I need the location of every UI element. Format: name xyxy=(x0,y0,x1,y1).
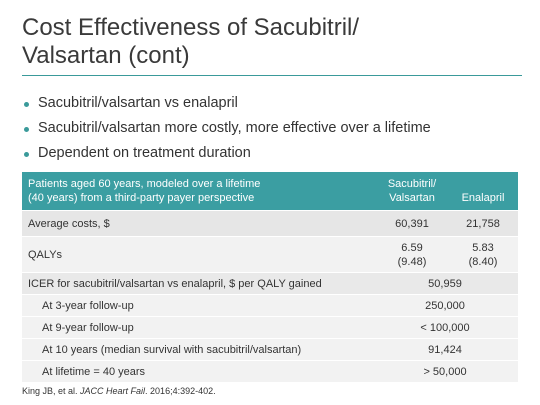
cell-text: 250,000 xyxy=(425,300,465,312)
bullet-dot xyxy=(24,152,29,157)
footnote-journal: JACC Heart Fail xyxy=(80,386,146,396)
cell-text: > 50,000 xyxy=(423,366,467,378)
table-row: At 9-year follow-up < 100,000 xyxy=(22,316,518,338)
bullet-dot xyxy=(24,102,29,107)
table-cell: At 10 years (median survival with sacubi… xyxy=(42,343,382,357)
cell-text: Sacubitril/ xyxy=(387,178,437,190)
table-cell: Enalapril xyxy=(448,191,518,205)
table-cell: 21,758 xyxy=(448,217,518,231)
table-cell: 5.83 (8.40) xyxy=(448,241,518,269)
footnote-text: King JB, et al. xyxy=(22,386,81,396)
table-row: At lifetime = 40 years > 50,000 xyxy=(22,360,518,382)
footnote-text: . 2016;4:392-402. xyxy=(145,386,216,396)
cell-text: ICER for sacubitril/valsartan vs enalapr… xyxy=(28,278,322,290)
table-cell: At lifetime = 40 years xyxy=(42,365,382,379)
cell-text: 91,424 xyxy=(428,344,462,356)
cell-text: Valsartan xyxy=(389,192,435,204)
table-cell: At 9-year follow-up xyxy=(42,321,382,335)
bullet: Dependent on treatment duration xyxy=(38,145,251,161)
bullet: Sacubitril/valsartan more costly, more e… xyxy=(38,120,431,136)
table-cell: 250,000 xyxy=(372,299,518,313)
cell-text: Patients aged 60 years, modeled over a l… xyxy=(28,178,261,190)
cell-text: Average costs, $ xyxy=(28,218,110,230)
table-row: At 10 years (median survival with sacubi… xyxy=(22,338,518,360)
cell-text: At 3-year follow-up xyxy=(42,300,134,312)
cell-text: (40 years) from a third-party payer pers… xyxy=(28,192,255,204)
cell-text: 50,959 xyxy=(428,278,462,290)
table-cell: Sacubitril/Valsartan xyxy=(372,177,452,205)
cell-text: Enalapril xyxy=(461,192,505,204)
table-cell: 60,391 xyxy=(372,217,452,231)
cell-text: At 10 years (median survival with sacubi… xyxy=(42,344,302,356)
cell-text: < 100,000 xyxy=(420,322,470,334)
cell-text: (9.48) xyxy=(397,256,427,268)
bullet-dot xyxy=(24,127,29,132)
cell-text: QALYs xyxy=(28,249,63,261)
table-cell: 50,959 xyxy=(372,277,518,291)
table-cell: 91,424 xyxy=(372,343,518,357)
table-cell: ICER for sacubitril/valsartan vs enalapr… xyxy=(28,277,368,291)
table-cell: > 50,000 xyxy=(372,365,518,379)
table-row: ICER for sacubitril/valsartan vs enalapr… xyxy=(22,272,518,294)
table-cell: < 100,000 xyxy=(372,321,518,335)
table-row: At 3-year follow-up 250,000 xyxy=(22,294,518,316)
table-cell: Patients aged 60 years, modeled over a l… xyxy=(28,177,328,205)
title-line: Cost Effectiveness of Sacubitril/ xyxy=(22,14,360,41)
table-cell: At 3-year follow-up xyxy=(42,299,382,313)
table-cell: QALYs xyxy=(28,248,368,262)
table-row: Average costs, $ 60,391 21,758 xyxy=(22,210,518,236)
table-header: Patients aged 60 years, modeled over a l… xyxy=(22,172,518,210)
cell-text: (8.40) xyxy=(468,256,498,268)
footnote: King JB, et al. JACC Heart Fail. 2016;4:… xyxy=(22,386,216,396)
cell-text: 5.83 xyxy=(472,242,494,254)
cell-text: 60,391 xyxy=(395,218,429,230)
title-line: Valsartan (cont) xyxy=(22,42,190,69)
cell-text: At lifetime = 40 years xyxy=(42,366,146,378)
title-rule xyxy=(22,75,522,76)
bullet: Sacubitril/valsartan vs enalapril xyxy=(38,95,238,111)
table-cell: Average costs, $ xyxy=(28,217,368,231)
cell-text: 6.59 xyxy=(401,242,423,254)
cell-text: 21,758 xyxy=(466,218,500,230)
cell-text: At 9-year follow-up xyxy=(42,322,134,334)
table-cell: 6.59 (9.48) xyxy=(372,241,452,269)
table-row: QALYs 6.59 (9.48) 5.83 (8.40) xyxy=(22,236,518,272)
